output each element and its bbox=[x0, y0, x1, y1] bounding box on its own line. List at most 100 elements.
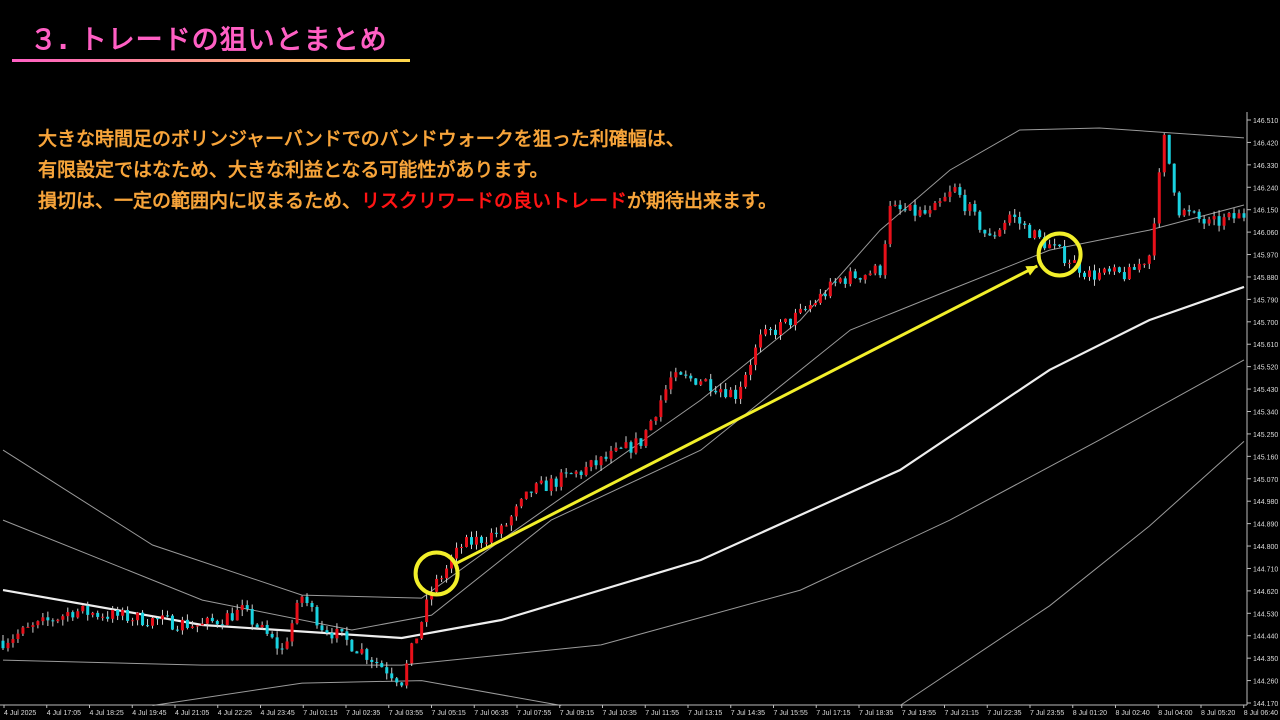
candle-body bbox=[883, 244, 887, 276]
candle-body bbox=[873, 265, 877, 274]
candle-body bbox=[170, 615, 174, 630]
candle-body bbox=[66, 612, 70, 617]
candle-body bbox=[6, 642, 10, 649]
candle-body bbox=[933, 202, 937, 211]
candle-body bbox=[489, 532, 493, 543]
candle-body bbox=[798, 308, 802, 313]
candle-body bbox=[1137, 263, 1141, 270]
y-tick-label: 145.700 bbox=[1253, 320, 1278, 327]
candle-body bbox=[315, 606, 319, 626]
candle-body bbox=[26, 626, 30, 628]
candle-body bbox=[594, 460, 598, 466]
candle-body bbox=[440, 578, 444, 580]
candle-body bbox=[380, 663, 384, 668]
candle-body bbox=[415, 638, 419, 644]
candle-body bbox=[1222, 217, 1226, 226]
candle-body bbox=[81, 605, 85, 612]
candle-body bbox=[1192, 211, 1196, 213]
candle-body bbox=[250, 609, 254, 625]
candle-body bbox=[46, 617, 50, 621]
y-tick-label: 144.530 bbox=[1253, 611, 1278, 618]
x-tick-label: 8 Jul 02:40 bbox=[1116, 710, 1150, 717]
candle-body bbox=[1147, 255, 1151, 264]
candle-body bbox=[131, 620, 135, 622]
candle-body bbox=[549, 478, 553, 491]
candle-body bbox=[494, 532, 498, 534]
candle-body bbox=[71, 612, 75, 618]
candle-body bbox=[185, 619, 189, 628]
candle-body bbox=[340, 628, 344, 632]
candle-body bbox=[469, 537, 473, 545]
x-tick-label: 7 Jul 17:15 bbox=[816, 710, 850, 717]
candle-body bbox=[175, 629, 179, 631]
candle-body bbox=[709, 379, 713, 391]
x-tick-label: 7 Jul 19:55 bbox=[902, 710, 936, 717]
candle-body bbox=[744, 374, 748, 387]
page-title: ３. トレードの狙いとまとめ bbox=[30, 25, 388, 56]
candle-body bbox=[769, 329, 773, 331]
candle-body bbox=[863, 275, 867, 280]
candle-body bbox=[774, 329, 778, 335]
y-tick-label: 145.160 bbox=[1253, 454, 1278, 461]
x-tick-label: 7 Jul 13:15 bbox=[688, 710, 722, 717]
x-tick-label: 7 Jul 18:35 bbox=[859, 710, 893, 717]
candle-body bbox=[420, 622, 424, 639]
candle-body bbox=[1177, 192, 1181, 216]
candle-body bbox=[160, 615, 164, 620]
candle-body bbox=[938, 201, 942, 203]
candle-body bbox=[1008, 214, 1012, 223]
target-circle bbox=[1036, 231, 1083, 278]
candle-body bbox=[908, 204, 912, 211]
note-line-1: 大きな時間足のボリンジャーバンドでのバンドウォークを狙った利確幅は、 bbox=[38, 128, 685, 150]
y-tick-label: 145.340 bbox=[1253, 410, 1278, 417]
y-tick-label: 146.060 bbox=[1253, 230, 1278, 237]
candle-body bbox=[410, 643, 414, 664]
note-line-3a: 損切は、一定の範囲内に収まるため、 bbox=[38, 190, 362, 212]
candle-body bbox=[180, 619, 184, 631]
y-tick-label: 144.620 bbox=[1253, 589, 1278, 596]
candle-body bbox=[604, 456, 608, 459]
candle-body bbox=[345, 631, 349, 640]
candle-body bbox=[928, 210, 932, 214]
candle-body bbox=[509, 516, 513, 526]
candle-body bbox=[1167, 134, 1171, 164]
candle-body bbox=[1122, 272, 1126, 280]
candle-body bbox=[479, 536, 483, 543]
candle-body bbox=[739, 386, 743, 399]
candle-body bbox=[260, 624, 264, 628]
candle-body bbox=[514, 506, 518, 517]
candle-body bbox=[330, 632, 334, 639]
candle-body bbox=[823, 293, 827, 297]
candle-body bbox=[793, 312, 797, 326]
candle-body bbox=[818, 293, 822, 303]
candle-body bbox=[968, 203, 972, 212]
candle-body bbox=[639, 438, 643, 446]
x-tick-label: 7 Jul 07:55 bbox=[517, 710, 551, 717]
candle-body bbox=[724, 389, 728, 398]
candle-body bbox=[151, 618, 155, 626]
candle-body bbox=[529, 491, 533, 493]
candle-body bbox=[484, 542, 488, 544]
candle-body bbox=[1217, 216, 1221, 226]
candle-body bbox=[734, 389, 738, 399]
candle-body bbox=[504, 525, 508, 527]
candle-body bbox=[370, 659, 374, 662]
x-tick-label: 4 Jul 18:25 bbox=[90, 710, 124, 717]
candle-body bbox=[1068, 262, 1072, 264]
candle-body bbox=[674, 372, 678, 378]
candle-body bbox=[390, 673, 394, 679]
y-tick-label: 146.420 bbox=[1253, 140, 1278, 147]
candle-body bbox=[435, 578, 439, 592]
candle-body bbox=[524, 491, 528, 499]
candle-body bbox=[534, 483, 538, 493]
candle-body bbox=[375, 661, 379, 664]
candle-body bbox=[958, 187, 962, 195]
candle-body bbox=[918, 210, 922, 216]
x-tick-label: 7 Jul 11:55 bbox=[645, 710, 679, 717]
candle-body bbox=[1053, 244, 1057, 246]
x-tick-label: 8 Jul 01:20 bbox=[1073, 710, 1107, 717]
band-line-4 bbox=[152, 680, 562, 706]
x-tick-label: 4 Jul 21:05 bbox=[175, 710, 209, 717]
candle-body bbox=[993, 235, 997, 237]
candle-body bbox=[91, 612, 95, 615]
